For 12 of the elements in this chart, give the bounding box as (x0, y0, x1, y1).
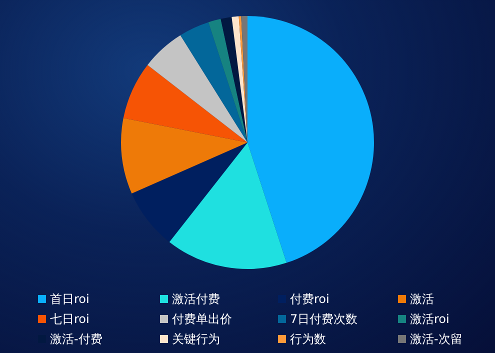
legend-label: 激活roi (410, 310, 450, 328)
legend-label: 付费roi (290, 290, 330, 308)
legend-label: 激活付费 (172, 290, 220, 308)
legend-label: 付费单出价 (172, 310, 232, 328)
legend-label: 关键行为 (172, 330, 220, 348)
legend-label: 激活-次留 (410, 330, 462, 348)
legend-label: 激活-付费 (50, 330, 102, 348)
legend-label: 首日roi (50, 290, 90, 308)
legend-label: 七日roi (50, 310, 90, 328)
legend-label: 7日付费次数 (290, 310, 358, 328)
legend-label: 行为数 (290, 330, 326, 348)
legend-label: 激活 (410, 290, 434, 308)
